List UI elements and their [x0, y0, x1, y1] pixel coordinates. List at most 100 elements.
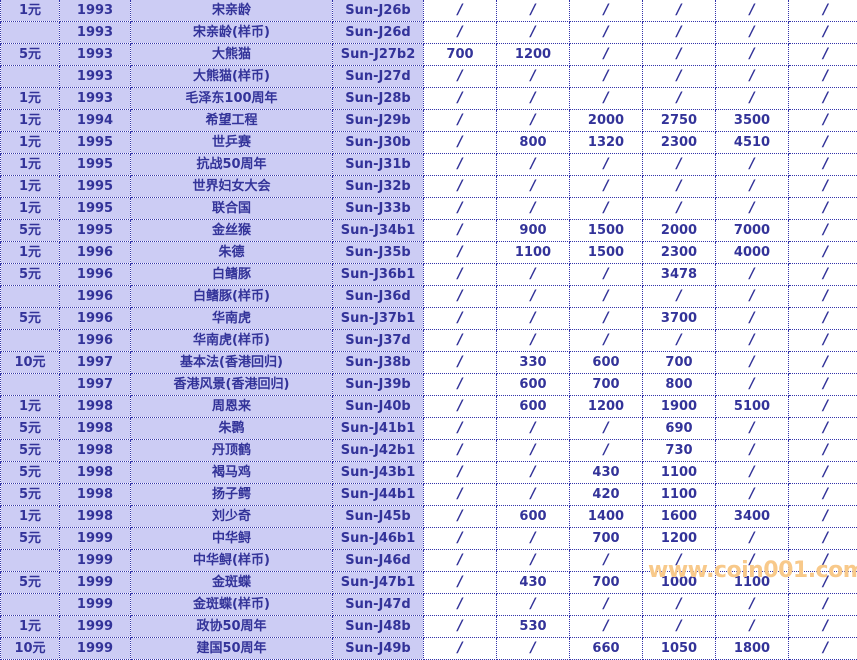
no-data-slash-icon: / [603, 198, 608, 218]
no-data-slash-icon: / [603, 286, 608, 306]
no-data-slash-icon: / [530, 88, 535, 108]
cell-coin-name: 刘少奇 [131, 506, 333, 528]
no-data-slash-icon: / [823, 88, 828, 108]
no-data-slash-icon: / [603, 154, 608, 174]
cell-price-2: / [497, 0, 570, 22]
no-data-slash-icon: / [530, 528, 535, 548]
cell-denomination: 1元 [1, 110, 60, 132]
no-data-slash-icon: / [749, 176, 754, 196]
no-data-slash-icon: / [457, 352, 462, 372]
cell-price-1: / [424, 286, 497, 308]
cell-price-4: 1100 [643, 484, 716, 506]
cell-denomination: 1元 [1, 198, 60, 220]
cell-price-2: / [497, 66, 570, 88]
cell-coin-name: 朱德 [131, 242, 333, 264]
cell-price-3: 660 [570, 638, 643, 660]
cell-price-3: / [570, 88, 643, 110]
cell-price-1: / [424, 132, 497, 154]
no-data-slash-icon: / [749, 88, 754, 108]
cell-price-6: / [789, 484, 857, 506]
cell-catalog-code: Sun-J36d [333, 286, 424, 308]
no-data-slash-icon: / [823, 594, 828, 614]
no-data-slash-icon: / [676, 154, 681, 174]
cell-price-5: 5100 [716, 396, 789, 418]
cell-coin-name: 毛泽东100周年 [131, 88, 333, 110]
cell-catalog-code: Sun-J46b1 [333, 528, 424, 550]
cell-catalog-code: Sun-J38b [333, 352, 424, 374]
no-data-slash-icon: / [530, 176, 535, 196]
no-data-slash-icon: / [603, 88, 608, 108]
cell-year: 1998 [60, 462, 131, 484]
no-data-slash-icon: / [749, 22, 754, 42]
cell-price-4: / [643, 0, 716, 22]
cell-price-3: 1320 [570, 132, 643, 154]
cell-price-2: 600 [497, 506, 570, 528]
cell-price-2: / [497, 440, 570, 462]
no-data-slash-icon: / [823, 176, 828, 196]
no-data-slash-icon: / [603, 264, 608, 284]
cell-price-5: / [716, 330, 789, 352]
cell-year: 1995 [60, 176, 131, 198]
cell-price-4: / [643, 176, 716, 198]
no-data-slash-icon: / [823, 550, 828, 570]
cell-price-3: / [570, 22, 643, 44]
no-data-slash-icon: / [676, 594, 681, 614]
cell-price-2: 800 [497, 132, 570, 154]
no-data-slash-icon: / [530, 286, 535, 306]
cell-catalog-code: Sun-J37d [333, 330, 424, 352]
cell-price-4: / [643, 286, 716, 308]
cell-year: 1993 [60, 0, 131, 22]
cell-coin-name: 朱鹮 [131, 418, 333, 440]
no-data-slash-icon: / [823, 286, 828, 306]
no-data-slash-icon: / [603, 44, 608, 64]
no-data-slash-icon: / [676, 286, 681, 306]
cell-price-6: / [789, 286, 857, 308]
cell-year: 1998 [60, 418, 131, 440]
cell-price-5: / [716, 418, 789, 440]
no-data-slash-icon: / [457, 242, 462, 262]
cell-year: 1999 [60, 638, 131, 660]
cell-coin-name: 政协50周年 [131, 616, 333, 638]
cell-price-2: 600 [497, 396, 570, 418]
no-data-slash-icon: / [530, 484, 535, 504]
cell-price-1: / [424, 440, 497, 462]
cell-year: 1997 [60, 374, 131, 396]
cell-denomination: 5元 [1, 308, 60, 330]
no-data-slash-icon: / [457, 550, 462, 570]
cell-price-2: 1200 [497, 44, 570, 66]
cell-year: 1996 [60, 242, 131, 264]
cell-catalog-code: Sun-J34b1 [333, 220, 424, 242]
no-data-slash-icon: / [749, 198, 754, 218]
no-data-slash-icon: / [676, 66, 681, 86]
cell-year: 1998 [60, 396, 131, 418]
cell-coin-name: 大熊猫(样币) [131, 66, 333, 88]
cell-price-5: / [716, 374, 789, 396]
no-data-slash-icon: / [749, 66, 754, 86]
cell-price-3: / [570, 44, 643, 66]
cell-catalog-code: Sun-J26d [333, 22, 424, 44]
cell-price-6: / [789, 330, 857, 352]
no-data-slash-icon: / [823, 440, 828, 460]
cell-price-2: / [497, 154, 570, 176]
cell-price-4: 1600 [643, 506, 716, 528]
cell-price-5: / [716, 594, 789, 616]
cell-price-1: / [424, 308, 497, 330]
no-data-slash-icon: / [676, 22, 681, 42]
cell-price-4: 2750 [643, 110, 716, 132]
cell-year: 1996 [60, 308, 131, 330]
no-data-slash-icon: / [603, 308, 608, 328]
cell-year: 1997 [60, 352, 131, 374]
no-data-slash-icon: / [457, 22, 462, 42]
no-data-slash-icon: / [457, 154, 462, 174]
cell-denomination: 5元 [1, 528, 60, 550]
cell-coin-name: 华南虎(样币) [131, 330, 333, 352]
no-data-slash-icon: / [530, 594, 535, 614]
cell-year: 1999 [60, 594, 131, 616]
cell-price-4: 1900 [643, 396, 716, 418]
cell-price-3: / [570, 0, 643, 22]
